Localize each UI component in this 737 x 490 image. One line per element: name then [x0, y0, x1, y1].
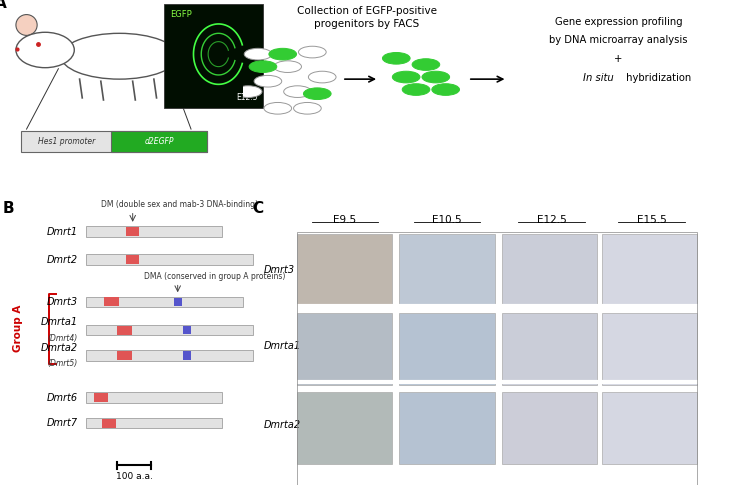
Text: +: +	[615, 54, 623, 64]
Text: Dmrta1: Dmrta1	[264, 341, 301, 351]
Bar	[85, 226, 222, 237]
Text: Dmrt2: Dmrt2	[47, 255, 78, 265]
Circle shape	[412, 59, 440, 71]
Text: E9.5: E9.5	[333, 215, 357, 224]
Circle shape	[298, 46, 326, 58]
Bar	[164, 4, 262, 108]
Bar	[297, 392, 392, 464]
Text: hybridization: hybridization	[624, 73, 692, 83]
Text: E15.5: E15.5	[637, 215, 666, 224]
Bar	[399, 392, 495, 464]
Text: Dmrt6: Dmrt6	[47, 393, 78, 403]
Text: DM (double sex and mab-3 DNA-binding): DM (double sex and mab-3 DNA-binding)	[101, 200, 258, 209]
Bar	[117, 351, 132, 360]
Text: Hes1 promoter: Hes1 promoter	[38, 137, 95, 146]
Bar	[183, 326, 191, 334]
Bar	[183, 351, 191, 360]
Text: Dmrt3: Dmrt3	[47, 297, 78, 307]
Circle shape	[254, 75, 282, 87]
Text: E10.5: E10.5	[432, 215, 462, 224]
Text: Dmrta2: Dmrta2	[41, 343, 78, 353]
Bar	[102, 418, 116, 428]
Bar	[173, 298, 182, 306]
Text: by DNA microarray analysis: by DNA microarray analysis	[549, 35, 688, 46]
Circle shape	[249, 61, 277, 73]
Bar	[502, 392, 597, 464]
Bar	[85, 392, 222, 403]
Text: E12.5: E12.5	[236, 93, 257, 102]
Circle shape	[383, 52, 410, 64]
Ellipse shape	[16, 15, 37, 35]
Text: A: A	[0, 0, 7, 11]
Ellipse shape	[61, 33, 178, 79]
Bar	[297, 234, 392, 306]
Text: DMA (conserved in group A proteins): DMA (conserved in group A proteins)	[144, 272, 285, 281]
Text: Dmrta1: Dmrta1	[41, 318, 78, 327]
Bar	[601, 234, 696, 306]
Text: EGFP: EGFP	[170, 10, 192, 20]
Circle shape	[293, 102, 321, 114]
Ellipse shape	[16, 32, 74, 68]
Bar	[127, 227, 139, 236]
Circle shape	[284, 86, 311, 98]
Bar	[297, 231, 696, 490]
Circle shape	[274, 61, 301, 73]
Text: (Dmrt4): (Dmrt4)	[48, 334, 78, 343]
Circle shape	[269, 49, 296, 60]
Text: Group A: Group A	[13, 305, 23, 352]
Circle shape	[308, 71, 336, 83]
Bar	[502, 234, 597, 306]
Text: (Dmrt5): (Dmrt5)	[48, 359, 78, 368]
Circle shape	[264, 102, 292, 114]
Text: B: B	[2, 200, 14, 216]
Bar	[399, 313, 495, 385]
Text: In situ: In situ	[583, 73, 613, 83]
Text: Collection of EGFP-positive
progenitors by FACS: Collection of EGFP-positive progenitors …	[297, 6, 436, 29]
Text: Dmrt3: Dmrt3	[264, 265, 295, 274]
Text: 100 a.a.: 100 a.a.	[116, 472, 153, 481]
Text: E12.5: E12.5	[537, 215, 567, 224]
Bar	[85, 296, 242, 307]
Bar	[85, 418, 222, 428]
Bar	[399, 234, 495, 306]
Circle shape	[234, 86, 262, 98]
Circle shape	[422, 71, 450, 83]
Bar	[104, 297, 119, 306]
Circle shape	[402, 84, 430, 96]
Text: Gene expression profiling: Gene expression profiling	[555, 17, 682, 26]
Text: d2EGFP: d2EGFP	[144, 137, 174, 146]
Bar	[94, 393, 108, 402]
Circle shape	[244, 49, 272, 60]
Text: Dmrt7: Dmrt7	[47, 418, 78, 428]
Bar	[117, 326, 132, 335]
Bar	[85, 325, 254, 336]
Circle shape	[432, 84, 459, 96]
Circle shape	[392, 71, 420, 83]
Text: Dmrta2: Dmrta2	[264, 419, 301, 430]
Circle shape	[304, 88, 331, 99]
Text: Dmrt1: Dmrt1	[47, 226, 78, 237]
Text: C: C	[252, 200, 263, 216]
Bar	[297, 313, 392, 385]
Bar	[127, 255, 139, 264]
Bar	[502, 313, 597, 385]
Bar	[601, 313, 696, 385]
Bar	[21, 131, 207, 152]
Bar	[601, 392, 696, 464]
Bar	[85, 254, 254, 265]
Bar	[85, 350, 254, 361]
Bar	[111, 131, 207, 152]
